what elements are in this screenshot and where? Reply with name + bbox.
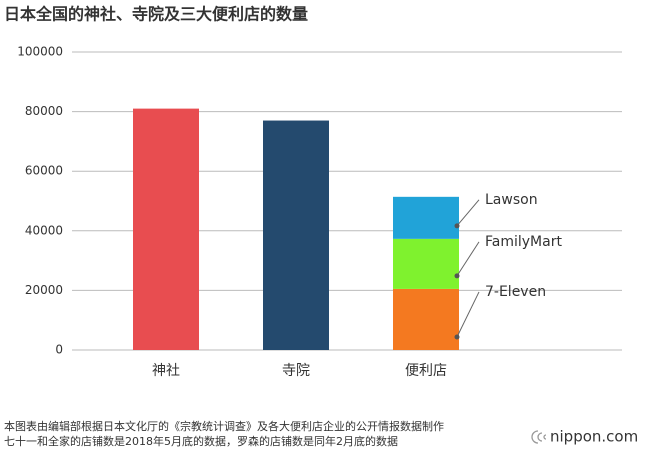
label-leader xyxy=(456,241,480,277)
logo-icon xyxy=(531,430,547,444)
y-tick-label: 20000 xyxy=(25,283,63,297)
label-dot xyxy=(454,334,460,340)
series-label: Lawson xyxy=(485,192,538,208)
y-tick-label: 100000 xyxy=(17,45,63,59)
y-tick-label: 40000 xyxy=(25,223,63,237)
x-tick-label: 寺院 xyxy=(282,363,310,379)
y-tick-label: 80000 xyxy=(25,104,63,118)
label-dot xyxy=(454,273,460,279)
bar xyxy=(393,238,459,289)
y-tick-label: 60000 xyxy=(25,164,63,178)
bar xyxy=(263,120,329,350)
x-tick-label: 便利店 xyxy=(405,363,447,379)
y-tick-label: 0 xyxy=(55,343,63,357)
logo: nippon.com xyxy=(550,428,638,446)
footnote: 七十一和全家的店铺数是2018年5月底的数据，罗森的店铺数是同年2月底的数据 xyxy=(4,434,398,448)
bar xyxy=(393,288,459,350)
chart-title: 日本全国的神社、寺院及三大便利店的数量 xyxy=(4,5,308,24)
bar xyxy=(393,196,459,239)
label-dot xyxy=(454,223,460,229)
series-label: 7-Eleven xyxy=(485,284,546,300)
label-leader xyxy=(456,291,480,338)
x-tick-label: 神社 xyxy=(152,363,180,379)
series-label: FamilyMart xyxy=(485,234,562,250)
label-leader xyxy=(456,199,480,227)
bar xyxy=(133,108,199,351)
footnote: 本图表由编辑部根据日本文化厅的《宗教统计调查》及各大便利店企业的公开情报数据制作 xyxy=(4,419,444,433)
